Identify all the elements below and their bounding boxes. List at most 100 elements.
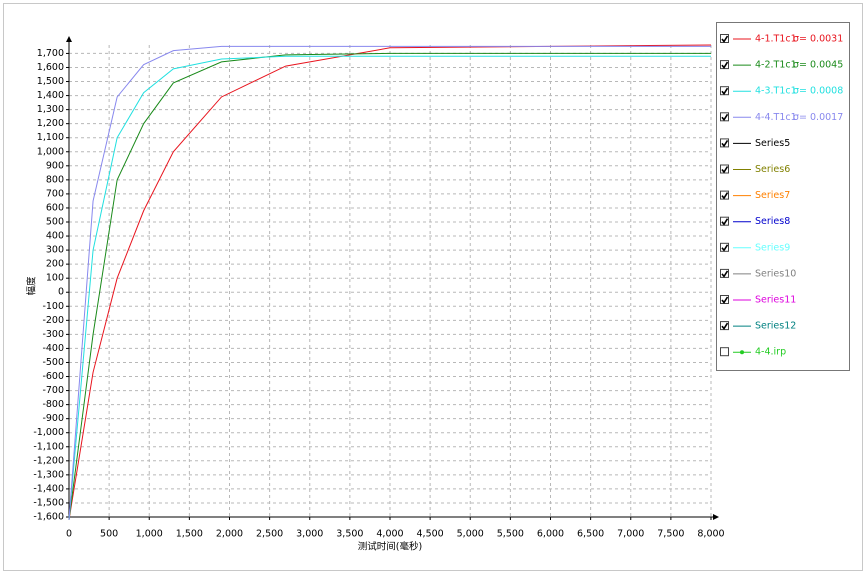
legend-checkbox[interactable] bbox=[720, 138, 729, 148]
y-tick-label: -1,400 bbox=[33, 483, 64, 494]
y-tick-label: -600 bbox=[42, 371, 64, 382]
x-tick-label: 7,500 bbox=[657, 529, 684, 540]
y-axis-label: 幅度 bbox=[26, 276, 38, 296]
legend-check bbox=[721, 192, 729, 200]
legend-label: 4-4.irp bbox=[755, 347, 786, 358]
legend-check bbox=[721, 139, 729, 148]
legend-note: σ= 0.0045 bbox=[793, 60, 843, 71]
x-tick-label: 3,500 bbox=[336, 529, 363, 540]
x-tick-label: 2,000 bbox=[216, 529, 243, 540]
x-tick-label: 3,000 bbox=[296, 529, 323, 540]
legend-checkbox[interactable] bbox=[720, 60, 729, 70]
y-tick-label: 1,100 bbox=[37, 132, 64, 143]
legend-check bbox=[721, 244, 729, 252]
x-tick-label: 1,500 bbox=[176, 529, 203, 540]
legend-label: Series10 bbox=[755, 268, 796, 279]
y-tick-label: 400 bbox=[46, 231, 64, 242]
y-tick-label: 500 bbox=[46, 217, 64, 228]
y-tick-label: 300 bbox=[46, 245, 64, 256]
y-tick-label: -500 bbox=[42, 357, 64, 368]
legend-checkbox[interactable] bbox=[720, 347, 729, 357]
y-tick-label: 1,000 bbox=[37, 146, 64, 157]
y-tick-label: 0 bbox=[58, 287, 64, 298]
legend-check bbox=[721, 322, 729, 330]
y-tick-label: 900 bbox=[46, 160, 64, 171]
x-tick-label: 4,000 bbox=[376, 529, 403, 540]
legend-check bbox=[721, 87, 729, 96]
legend-check bbox=[721, 35, 729, 43]
legend-checkbox[interactable] bbox=[720, 216, 729, 226]
legend-checkbox[interactable] bbox=[720, 86, 729, 96]
x-tick-label: 4,500 bbox=[417, 529, 444, 540]
legend-label: Series5 bbox=[755, 138, 790, 149]
y-tick-label: 100 bbox=[46, 273, 64, 284]
y-tick-label: 800 bbox=[46, 174, 64, 185]
y-tick-label: -800 bbox=[42, 399, 64, 410]
x-tick-label: 6,000 bbox=[537, 529, 564, 540]
y-tick-label: 1,600 bbox=[37, 62, 64, 73]
series-line bbox=[68, 45, 711, 520]
y-tick-label: 1,300 bbox=[37, 104, 64, 115]
y-tick-label: -100 bbox=[42, 301, 64, 312]
y-tick-label: 600 bbox=[46, 202, 64, 213]
x-tick-label: 5,000 bbox=[457, 529, 484, 540]
x-tick-label: 500 bbox=[100, 529, 118, 540]
legend-check bbox=[721, 270, 729, 278]
legend-checkbox[interactable] bbox=[720, 268, 729, 278]
x-tick-label: 1,000 bbox=[136, 529, 163, 540]
legend-check bbox=[721, 61, 729, 69]
legend-marker bbox=[740, 350, 744, 355]
legend-label: Series6 bbox=[755, 164, 790, 175]
x-tick-label: 8,000 bbox=[697, 529, 724, 540]
legend-label: Series9 bbox=[755, 242, 790, 253]
legend-check bbox=[721, 296, 729, 304]
legend-label: 4-4.T1c1 bbox=[755, 112, 797, 123]
legend-checkbox[interactable] bbox=[720, 164, 729, 174]
legend-check bbox=[721, 113, 729, 122]
y-tick-label: -200 bbox=[42, 315, 64, 326]
series-line bbox=[68, 52, 711, 520]
y-tick-label: -1,600 bbox=[33, 512, 64, 523]
y-tick-label: 1,200 bbox=[37, 118, 64, 129]
legend-label: 4-3.T1c1 bbox=[755, 86, 797, 97]
legend-label: Series8 bbox=[755, 216, 790, 227]
x-tick-label: 2,500 bbox=[256, 529, 283, 540]
y-tick-label: -1,200 bbox=[33, 455, 64, 466]
y-tick-label: -400 bbox=[42, 343, 64, 354]
legend-checkbox[interactable] bbox=[720, 190, 729, 200]
y-tick-label: 1,700 bbox=[37, 48, 64, 59]
legend-label: Series12 bbox=[755, 321, 796, 332]
y-tick-label: 1,500 bbox=[37, 76, 64, 87]
x-tick-label: 7,000 bbox=[617, 529, 644, 540]
legend-checkbox[interactable] bbox=[720, 34, 729, 43]
x-axis-arrow bbox=[713, 514, 719, 520]
y-tick-label: -700 bbox=[42, 385, 64, 396]
legend-box bbox=[716, 22, 850, 371]
legend-label: Series7 bbox=[755, 190, 790, 201]
legend-label: Series11 bbox=[755, 295, 796, 306]
legend-label: 4-2.T1c1 bbox=[755, 60, 797, 71]
y-tick-label: -1,500 bbox=[33, 497, 64, 508]
legend-label: 4-1.T1c1 bbox=[755, 34, 797, 45]
legend-note: σ= 0.0017 bbox=[793, 112, 843, 123]
y-tick-label: -1,000 bbox=[33, 427, 64, 438]
y-tick-label: -300 bbox=[42, 329, 64, 340]
y-axis-arrow bbox=[66, 36, 72, 42]
legend-note: σ= 0.0031 bbox=[793, 34, 843, 45]
legend-check bbox=[721, 218, 729, 226]
y-tick-label: 200 bbox=[46, 259, 64, 270]
series-line bbox=[68, 55, 711, 520]
y-tick-label: -1,100 bbox=[33, 441, 64, 452]
x-tick-label: 6,500 bbox=[577, 529, 604, 540]
legend-checkbox[interactable] bbox=[720, 321, 729, 331]
legend-checkbox[interactable] bbox=[720, 112, 729, 122]
legend-checkbox[interactable] bbox=[720, 242, 729, 252]
legend-check bbox=[721, 166, 729, 174]
legend-note: σ= 0.0008 bbox=[793, 86, 843, 97]
legend-checkbox[interactable] bbox=[720, 295, 729, 304]
x-axis-label: 测试时间(毫秒) bbox=[358, 541, 422, 553]
y-tick-label: 1,400 bbox=[37, 90, 64, 101]
x-tick-label: 5,500 bbox=[497, 529, 524, 540]
